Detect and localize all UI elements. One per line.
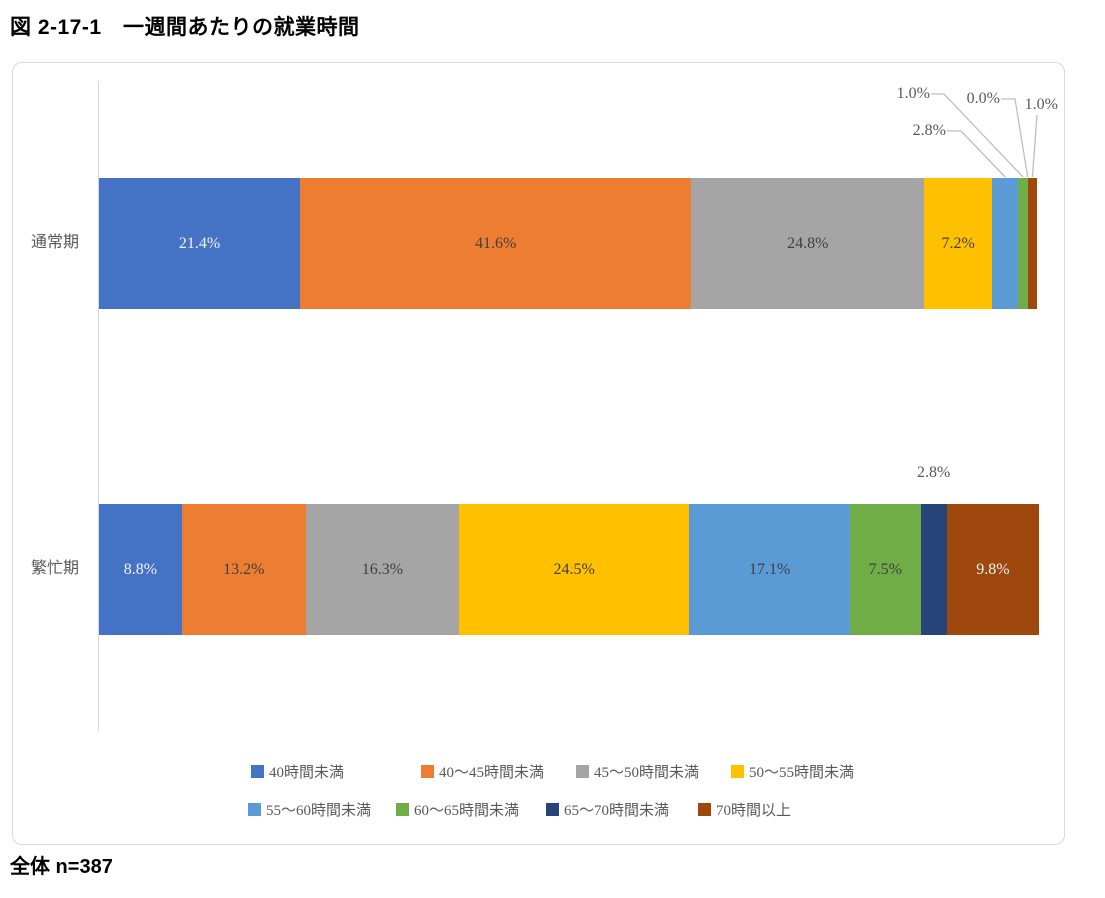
legend-label: 50〜55時間未満 bbox=[749, 764, 855, 781]
bar-segment bbox=[1027, 178, 1038, 309]
bar-segment: 17.1% bbox=[689, 504, 851, 635]
legend-item: 50〜55時間未満 bbox=[731, 762, 855, 781]
bar-segment: 16.3% bbox=[305, 504, 460, 635]
legend-label: 40〜45時間未満 bbox=[439, 764, 545, 781]
callout-data-label: 2.8% bbox=[912, 122, 946, 139]
legend-swatch-icon bbox=[546, 802, 559, 816]
legend-label: 55〜60時間未満 bbox=[266, 802, 372, 819]
legend-swatch-icon bbox=[396, 802, 409, 816]
legend-item: 60〜65時間未満 bbox=[396, 800, 520, 819]
bar-segment bbox=[1018, 178, 1028, 309]
bar-segment bbox=[992, 178, 1019, 309]
legend-item: 40〜45時間未満 bbox=[421, 762, 545, 781]
legend-item: 40時間未満 bbox=[251, 762, 345, 781]
data-label: 9.8% bbox=[976, 560, 1010, 578]
sample-size-note: 全体 n=387 bbox=[10, 856, 113, 878]
legend-label: 70時間以上 bbox=[716, 802, 792, 819]
legend-swatch-icon bbox=[698, 802, 711, 816]
bar-segment: 8.8% bbox=[99, 504, 182, 635]
bar-segment: 24.5% bbox=[459, 504, 690, 635]
category-label-busy-period: 繁忙期 bbox=[30, 560, 79, 577]
legend-item: 65〜70時間未満 bbox=[546, 800, 670, 819]
legend-swatch-icon bbox=[421, 764, 434, 778]
data-label: 7.2% bbox=[941, 234, 975, 252]
legend-item: 70時間以上 bbox=[698, 800, 792, 819]
legend-item: 45〜50時間未満 bbox=[576, 762, 700, 781]
data-label: 17.1% bbox=[749, 560, 791, 578]
callout-data-label: 1.0% bbox=[896, 85, 930, 102]
data-label: 13.2% bbox=[223, 560, 265, 578]
bar-segment: 24.8% bbox=[691, 178, 925, 309]
chart-frame: 通常期 繁忙期 21.4% 41.6% 24.8% 7.2% 8.8% 13.2% 16.3… bbox=[12, 62, 1065, 845]
bar-segment: 13.2% bbox=[181, 504, 306, 635]
data-label: 8.8% bbox=[123, 560, 158, 578]
legend-swatch-icon bbox=[248, 802, 261, 816]
y-axis-line bbox=[98, 81, 99, 731]
legend-label: 45〜50時間未満 bbox=[594, 764, 700, 781]
category-label-normal-period: 通常期 bbox=[30, 234, 79, 251]
bar-segment: 7.5% bbox=[850, 504, 921, 635]
bar-segment: 21.4% bbox=[99, 178, 301, 309]
callout-data-label: 1.0% bbox=[1024, 96, 1058, 113]
figure-title: 図 2-17-1 一週間あたりの就業時間 bbox=[10, 16, 360, 39]
bar-segment: 41.6% bbox=[300, 178, 692, 309]
bar-segment bbox=[920, 504, 947, 635]
callout-data-label: 0.0% bbox=[966, 90, 1000, 107]
data-label: 41.6% bbox=[475, 234, 517, 252]
legend-label: 65〜70時間未満 bbox=[564, 802, 670, 819]
legend-item: 55〜60時間未満 bbox=[248, 800, 372, 819]
data-label: 7.5% bbox=[868, 560, 902, 578]
data-label: 21.4% bbox=[178, 234, 221, 252]
legend-label: 60〜65時間未満 bbox=[414, 802, 520, 819]
data-label: 16.3% bbox=[361, 560, 404, 578]
outside-data-label: 2.8% bbox=[917, 464, 951, 481]
data-label: 24.8% bbox=[787, 234, 829, 252]
plot-area: 21.4% 41.6% 24.8% 7.2% 8.8% 13.2% 16.3% 24.5% 17… bbox=[13, 63, 1066, 846]
legend-swatch-icon bbox=[731, 764, 744, 778]
data-label: 24.5% bbox=[553, 560, 595, 578]
legend-label: 40時間未満 bbox=[269, 764, 345, 781]
legend-swatch-icon bbox=[251, 764, 264, 778]
bar-segment: 7.2% bbox=[924, 178, 992, 309]
legend-swatch-icon bbox=[576, 764, 589, 778]
bar-segment: 9.8% bbox=[946, 504, 1039, 635]
